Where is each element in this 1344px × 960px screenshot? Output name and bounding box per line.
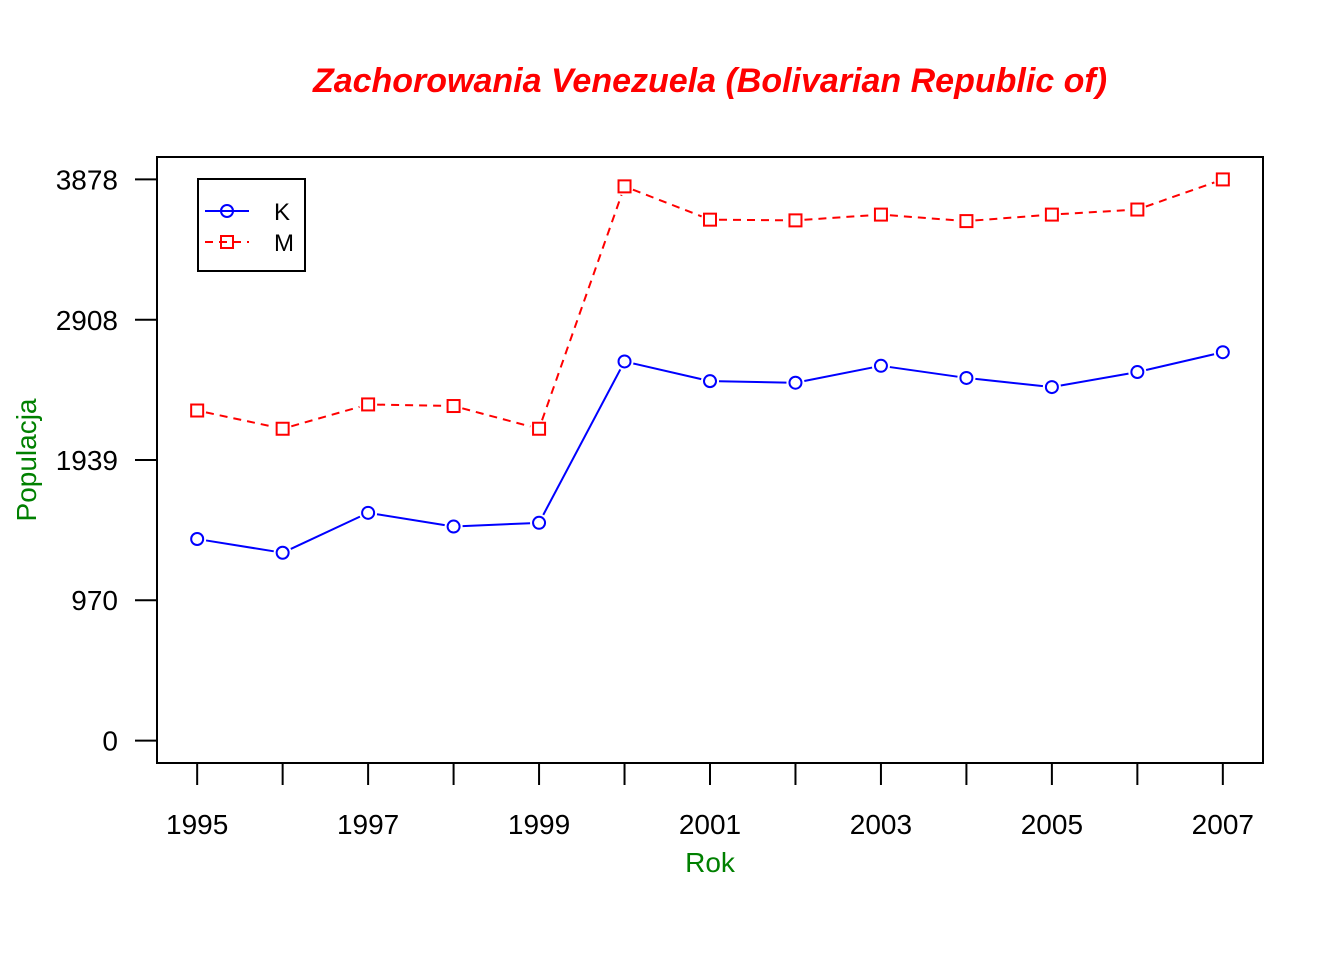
x-tick-label: 2005	[1021, 809, 1083, 840]
series-m-point	[959, 214, 974, 229]
series-m-point	[1130, 202, 1145, 217]
legend-label-m: M	[274, 230, 294, 257]
series-m-segment	[804, 214, 873, 221]
y-tick-label: 1939	[56, 445, 118, 476]
series-k-point	[190, 532, 205, 547]
series-k-point	[1215, 345, 1230, 360]
series-m-segment	[1145, 181, 1215, 208]
y-axis-label: Populacja	[11, 398, 42, 521]
series-m-point	[703, 212, 717, 227]
series-m-segment	[462, 407, 531, 428]
series-k-point	[446, 519, 461, 534]
x-tick-label: 2003	[850, 809, 912, 840]
series-m-point	[361, 397, 376, 412]
series-layer	[190, 172, 1230, 560]
series-k-segment	[1145, 353, 1215, 371]
legend-marker-k	[220, 204, 234, 218]
legend: KM	[197, 178, 306, 272]
series-k-point	[873, 358, 888, 373]
legend-frame	[197, 178, 306, 272]
series-m-segment	[1060, 209, 1129, 216]
series-k-point	[1044, 380, 1059, 395]
series-m-point	[873, 207, 888, 222]
series-k-segment	[290, 515, 361, 550]
y-tick-label: 2908	[56, 305, 118, 336]
series-k-point	[788, 375, 803, 390]
series-k-segment	[804, 366, 873, 382]
series-k-segment	[462, 522, 531, 528]
x-tick-label: 1999	[508, 809, 570, 840]
series-m-segment	[291, 405, 360, 428]
series-m	[190, 172, 1230, 436]
series-k-segment	[975, 377, 1044, 388]
series-m-point	[1044, 207, 1059, 222]
x-tick-label: 1995	[166, 809, 228, 840]
series-k-point	[532, 515, 547, 530]
series-m-point	[446, 399, 461, 414]
series-m-point	[190, 403, 205, 418]
series-k-point	[1130, 365, 1145, 380]
series-m-segment	[541, 194, 623, 421]
chart-title: Zachorowania Venezuela (Bolivarian Repub…	[312, 62, 1107, 100]
series-k-point	[275, 545, 290, 560]
series-m-point	[532, 421, 547, 436]
series-k-segment	[633, 362, 702, 381]
series-m-point	[617, 179, 632, 194]
y-tick-label: 970	[71, 585, 118, 616]
series-k-point	[703, 374, 717, 389]
series-k-point	[959, 370, 974, 385]
series-m-segment	[205, 411, 275, 428]
series-k-segment	[718, 380, 787, 384]
series-k-point	[361, 505, 376, 520]
y-tick-label: 0	[102, 726, 118, 757]
x-axis: 1995 1997 1999 2001 2003 2005 2007	[166, 762, 1254, 840]
y-axis: 0 970 1939 2908 3878	[56, 164, 158, 757]
series-k-segment	[1060, 372, 1129, 387]
x-tick-label: 2007	[1192, 809, 1254, 840]
series-m-point	[1215, 172, 1230, 187]
series-k	[190, 345, 1230, 560]
series-m-segment	[975, 214, 1043, 222]
series-k-point	[617, 354, 632, 369]
series-k-segment	[889, 366, 958, 378]
x-tick-label: 1997	[337, 809, 399, 840]
series-m-point	[788, 213, 803, 228]
series-m-segment	[718, 218, 787, 222]
series-m-segment	[889, 214, 958, 222]
series-k-segment	[376, 513, 445, 527]
legend-marker-m	[220, 235, 234, 249]
series-m-segment	[632, 188, 702, 218]
series-k-segment	[205, 539, 274, 553]
series-m-point	[275, 421, 290, 436]
x-tick-label: 2001	[679, 809, 741, 840]
plot-area-frame	[156, 156, 1264, 764]
legend-label-k: K	[274, 199, 290, 226]
series-k-segment	[542, 368, 622, 516]
y-tick-label: 3878	[56, 164, 118, 195]
x-axis-label: Rok	[685, 847, 736, 878]
series-m-segment	[377, 403, 445, 407]
